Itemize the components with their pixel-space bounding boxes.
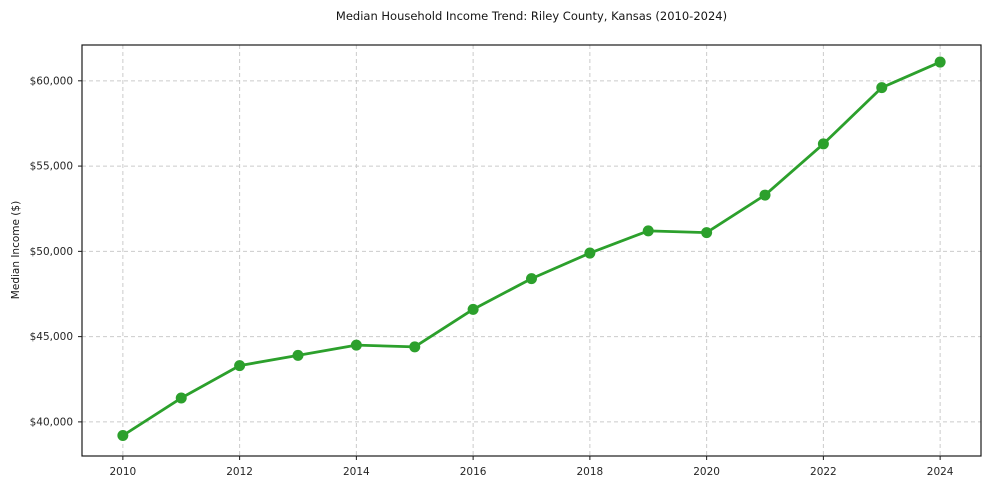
data-point-2010 bbox=[117, 430, 129, 442]
y-tick-label: $45,000 bbox=[30, 331, 73, 343]
data-point-2015 bbox=[409, 341, 421, 353]
data-point-2013 bbox=[292, 349, 304, 361]
axes-spines bbox=[81, 44, 982, 457]
data-point-2020 bbox=[701, 227, 713, 239]
data-point-2021 bbox=[759, 189, 771, 201]
data-point-2023 bbox=[876, 82, 888, 94]
y-tick-label: $40,000 bbox=[30, 416, 73, 428]
x-tick-label: 2024 bbox=[927, 466, 954, 478]
x-tick-label: 2020 bbox=[693, 466, 720, 478]
data-point-2017 bbox=[526, 273, 537, 285]
data-point-2014 bbox=[350, 339, 362, 351]
x-tick-label: 2022 bbox=[810, 466, 837, 478]
x-tick-label: 2014 bbox=[343, 466, 370, 478]
x-tick-label: 2016 bbox=[460, 466, 487, 478]
y-tick-label: $50,000 bbox=[30, 246, 73, 258]
y-tick-label: $60,000 bbox=[30, 75, 73, 87]
data-point-2024 bbox=[934, 56, 946, 68]
data-point-2018 bbox=[584, 247, 596, 259]
data-point-2022 bbox=[817, 138, 829, 150]
y-tick-label: $55,000 bbox=[30, 161, 73, 173]
data-point-2016 bbox=[467, 303, 479, 315]
x-tick-label: 2010 bbox=[109, 466, 136, 478]
data-point-2012 bbox=[234, 360, 246, 372]
x-tick-label: 2018 bbox=[577, 466, 604, 478]
trend-line bbox=[121, 60, 942, 437]
data-point-2011 bbox=[175, 392, 187, 404]
data-point-2019 bbox=[642, 225, 654, 237]
chart-title: Median Household Income Trend: Riley Cou… bbox=[335, 9, 728, 23]
x-tick-label: 2012 bbox=[226, 466, 253, 478]
